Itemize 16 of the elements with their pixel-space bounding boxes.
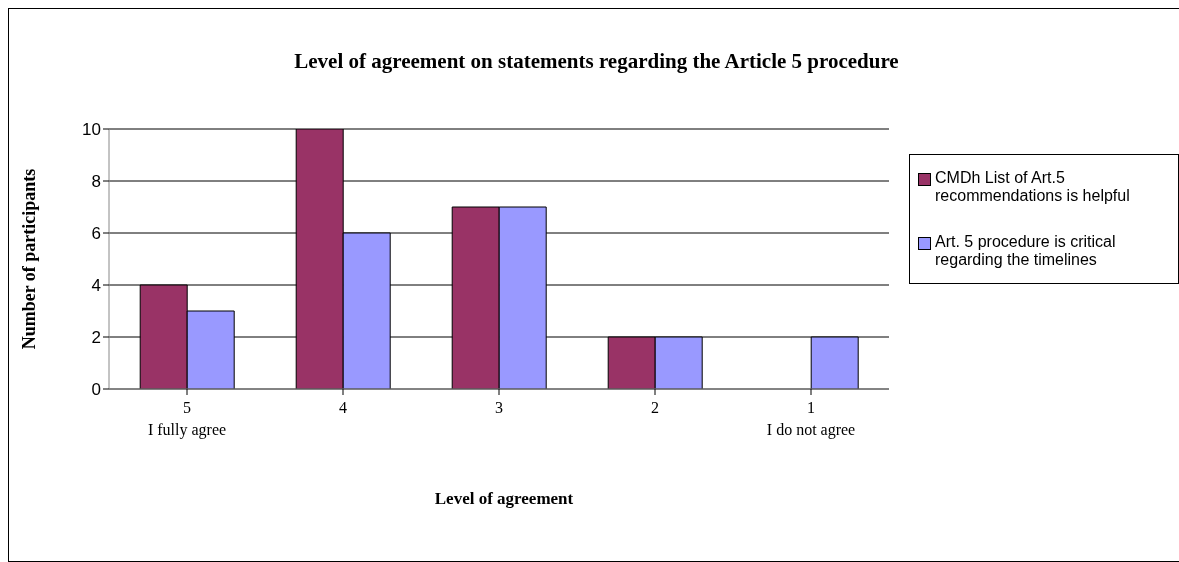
x-axis-title: Level of agreement [433,489,575,509]
x-tick-label: 4 [339,399,347,416]
x-tick-label: 1 I do not agree [766,399,856,439]
y-tick-label: 2 [91,328,101,348]
x-tick-label: 3 [495,399,503,416]
x-tick-label: 5 I fully agree [147,399,227,439]
y-axis-title: Number of participants [19,168,40,350]
y-tick-label: 10 [82,120,101,140]
y-tick-label: 8 [91,172,101,192]
x-tick-label: 2 [651,399,659,416]
y-tick-label: 6 [91,224,101,244]
chart-title: Level of agreement on statements regarding the Article 5 procedure [293,49,900,74]
y-tick-label: 4 [91,276,101,296]
legend-label: CMDh List of Art.5 recommendations is helpful [935,169,1131,205]
legend-label: Art. 5 procedure is critical regarding the timelines [935,233,1117,269]
y-tick-label: 0 [91,380,101,400]
